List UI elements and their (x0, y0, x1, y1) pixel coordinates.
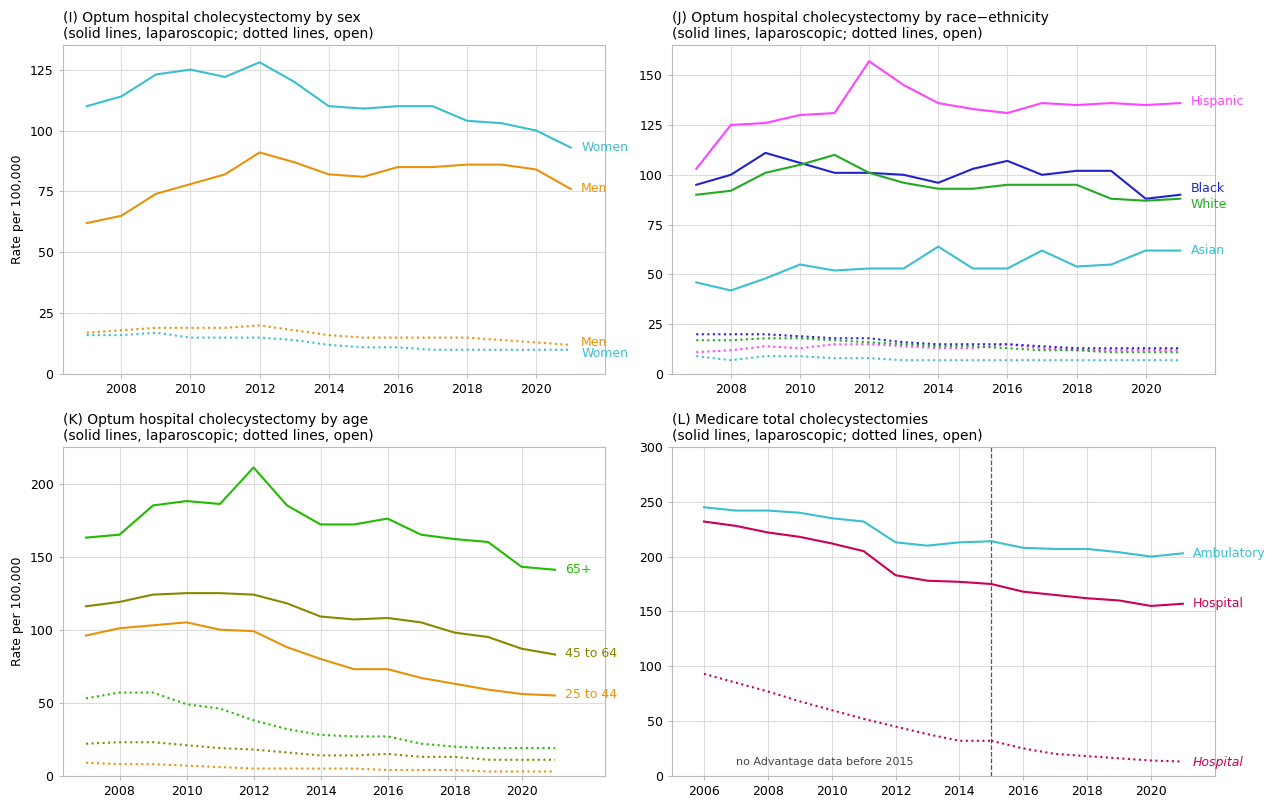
Y-axis label: Rate per 100,000: Rate per 100,000 (12, 557, 24, 666)
Text: (I) Optum hospital cholecystectomy by sex
(solid lines, laparoscopic; dotted lin: (I) Optum hospital cholecystectomy by se… (63, 11, 374, 41)
Text: 45 to 64: 45 to 64 (566, 646, 617, 659)
Text: (L) Medicare total cholecystectomies
(solid lines, laparoscopic; dotted lines, o: (L) Medicare total cholecystectomies (so… (672, 413, 983, 443)
Y-axis label: Rate per 100,000: Rate per 100,000 (12, 155, 24, 265)
Text: Hispanic: Hispanic (1190, 95, 1244, 108)
Text: Hospital: Hospital (1193, 597, 1243, 610)
Text: (J) Optum hospital cholecystectomy by race−ethnicity
(solid lines, laparoscopic;: (J) Optum hospital cholecystectomy by ra… (672, 11, 1048, 41)
Text: 25 to 44: 25 to 44 (566, 688, 617, 701)
Text: Men: Men (581, 183, 608, 196)
Text: Women: Women (581, 347, 628, 360)
Text: Women: Women (581, 141, 628, 154)
Text: White: White (1190, 198, 1228, 211)
Text: Ambulatory: Ambulatory (1193, 547, 1265, 560)
Text: Asian: Asian (1190, 244, 1225, 257)
Text: Men: Men (581, 336, 608, 349)
Text: no Advantage data before 2015: no Advantage data before 2015 (736, 757, 914, 767)
Text: Black: Black (1190, 182, 1225, 195)
Text: 65+: 65+ (566, 563, 591, 576)
Text: Hospital: Hospital (1193, 756, 1243, 769)
Text: (K) Optum hospital cholecystectomy by age
(solid lines, laparoscopic; dotted lin: (K) Optum hospital cholecystectomy by ag… (63, 413, 374, 443)
